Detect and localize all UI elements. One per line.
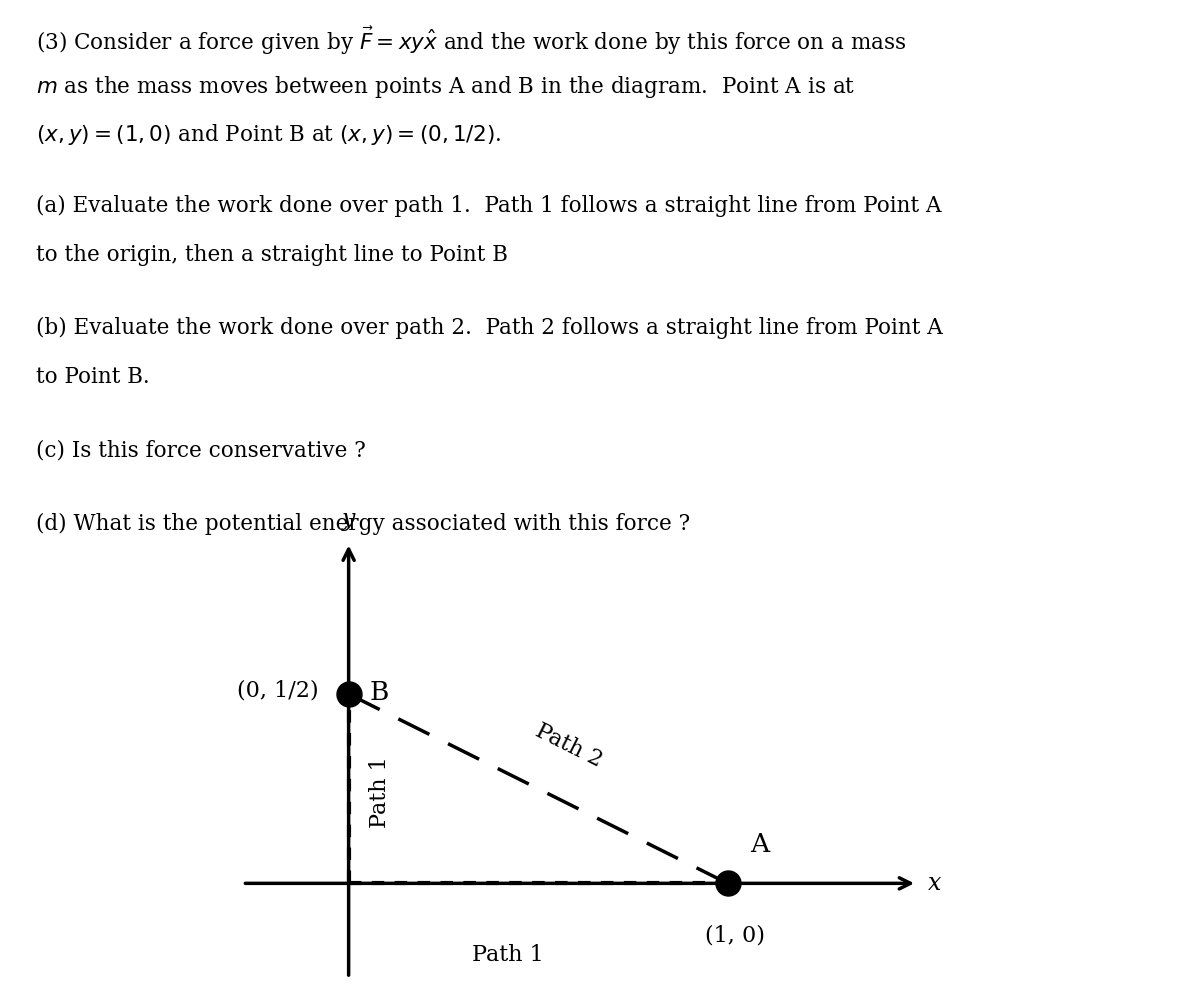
Text: to the origin, then a straight line to Point B: to the origin, then a straight line to P…: [36, 244, 508, 266]
Text: (a) Evaluate the work done over path 1.  Path 1 follows a straight line from Poi: (a) Evaluate the work done over path 1. …: [36, 195, 942, 218]
Text: x: x: [929, 872, 942, 895]
Text: (d) What is the potential energy associated with this force ?: (d) What is the potential energy associa…: [36, 513, 690, 535]
Text: to Point B.: to Point B.: [36, 366, 150, 388]
Text: (1, 0): (1, 0): [706, 925, 766, 947]
Text: Path 1: Path 1: [472, 945, 544, 967]
Text: B: B: [370, 680, 389, 705]
Text: Path 1: Path 1: [370, 756, 391, 829]
Text: (3) Consider a force given by $\vec{F} = xy\hat{x}$ and the work done by this fo: (3) Consider a force given by $\vec{F} =…: [36, 25, 906, 57]
Text: (0, 1/2): (0, 1/2): [236, 680, 318, 701]
Text: $m$ as the mass moves between points A and B in the diagram.  Point A is at: $m$ as the mass moves between points A a…: [36, 74, 856, 100]
Text: (b) Evaluate the work done over path 2.  Path 2 follows a straight line from Poi: (b) Evaluate the work done over path 2. …: [36, 317, 943, 339]
Text: y: y: [342, 509, 355, 532]
Text: (c) Is this force conservative ?: (c) Is this force conservative ?: [36, 439, 366, 461]
Text: $(x, y) = (1, 0)$ and Point B at $(x, y) = (0, 1/2)$.: $(x, y) = (1, 0)$ and Point B at $(x, y)…: [36, 122, 502, 147]
Text: A: A: [750, 832, 769, 857]
Text: Path 2: Path 2: [532, 720, 606, 771]
